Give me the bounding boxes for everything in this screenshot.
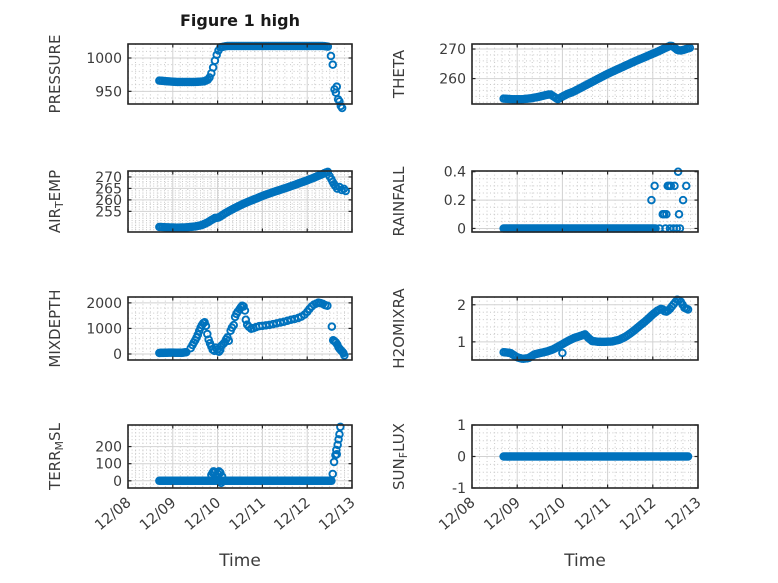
subplot-sun-flux: -1 0 1 SUNFLUX 12/08 12/09 12/10 12/11 12/12 12/1… [390, 418, 705, 534]
ytick-label: 270 [95, 170, 122, 186]
series-mixdepth [155, 298, 349, 360]
series-air-temp [155, 167, 350, 232]
x-axis-label-left: Time [219, 551, 261, 571]
y-axis-label-sun-flux: SUNFLUX [390, 423, 410, 490]
xtick-label: 12/10 [527, 495, 569, 534]
ytick-label: 1 [457, 335, 466, 351]
ytick-label: 0 [113, 347, 122, 363]
y-axis-label-h2omixra: H2OMIXRA [390, 288, 408, 369]
ytick-label: 2 [457, 298, 466, 314]
x-axis-label-right: Time [564, 551, 606, 571]
xtick-label: 12/08 [92, 495, 134, 534]
xtick-label: 12/08 [436, 495, 478, 534]
ytick-label: 200 [95, 440, 122, 456]
y-axis-label-air-temp: AIRTEMP [46, 170, 66, 233]
subplot-pressure: 950 1000 PRESSURE [46, 35, 353, 114]
xtick-label: 12/12 [271, 495, 313, 534]
ytick-label: 1000 [86, 321, 122, 337]
y-axis-label-rainfall: RAINFALL [390, 166, 408, 237]
ytick-label: 270 [439, 42, 466, 58]
y-axis-label-terr-msl: TERRMSL [46, 422, 66, 491]
series-terr-msl [155, 422, 345, 488]
ytick-label: 0 [457, 450, 466, 466]
xtick-label: 12/13 [662, 495, 704, 534]
ytick-label: 100 [95, 457, 122, 473]
ytick-label: 260 [95, 193, 122, 209]
ytick-label: 0.2 [444, 193, 466, 209]
series-h2omixra [499, 295, 693, 364]
xtick-label: 12/13 [316, 495, 358, 534]
xtick-label: 12/11 [572, 495, 614, 534]
ytick-label: 1000 [86, 51, 122, 67]
xtick-label: 12/09 [481, 495, 523, 534]
xtick-label: 12/11 [227, 495, 269, 534]
figure-title: Figure 1 high [180, 11, 300, 30]
ytick-label: 0 [113, 474, 122, 490]
ytick-label: 1 [457, 418, 466, 434]
ytick-label: -1 [452, 481, 466, 497]
y-axis-label-mixdepth: MIXDEPTH [46, 289, 64, 367]
subplot-theta: 260 270 THETA [390, 41, 699, 105]
series-pressure [155, 41, 347, 113]
series-sun-flux [499, 452, 693, 461]
y-axis-label-theta: THETA [390, 49, 408, 99]
ytick-label: 2000 [86, 296, 122, 312]
subplot-mixdepth: 0 1000 2000 MIXDEPTH [46, 289, 353, 368]
xtick-label: 12/10 [182, 495, 224, 534]
subplot-h2omixra: 1 2 H2OMIXRA [390, 288, 699, 369]
ytick-label: 260 [439, 72, 466, 88]
ytick-label: 0.4 [444, 165, 466, 181]
y-axis-label-pressure: PRESSURE [46, 35, 64, 114]
series-theta [499, 41, 695, 104]
xtick-label: 12/09 [137, 495, 179, 534]
subplot-rainfall: 0 0.2 0.4 RAINFALL [390, 165, 699, 237]
xtick-label: 12/12 [617, 495, 659, 534]
ytick-label: 265 [95, 181, 122, 197]
ytick-label: 0 [457, 221, 466, 237]
ytick-label: 950 [95, 84, 122, 100]
ytick-label: 255 [95, 204, 122, 220]
